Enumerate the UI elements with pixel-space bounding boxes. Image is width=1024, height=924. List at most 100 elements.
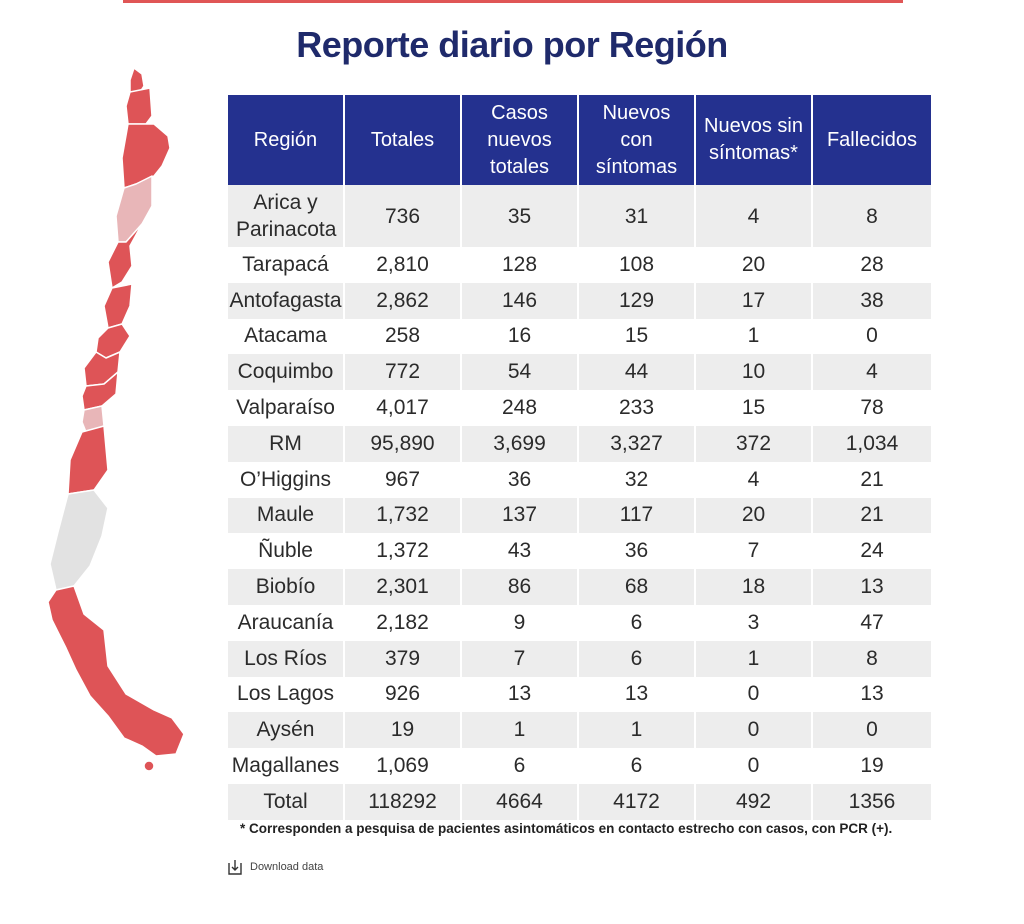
value-cell: 129	[579, 282, 696, 319]
table-row: Atacama 258 16 15 1 0	[228, 318, 931, 355]
value-cell: 248	[462, 390, 579, 426]
header-sin-sintomas-label: Nuevos sin síntomas*	[704, 115, 803, 164]
table-row: Magallanes 1,069 6 6 0 19	[228, 748, 931, 784]
region-name-cell: Los Ríos	[228, 640, 345, 677]
value-cell: 926	[345, 676, 462, 713]
table-row: Aysén 19 1 1 0 0	[228, 712, 931, 749]
header-totales: Totales	[345, 95, 462, 185]
value-cell: 6	[579, 604, 696, 641]
table-row: Tarapacá 2,810 128 108 20 28	[228, 247, 931, 283]
value-cell: 4	[696, 461, 813, 498]
region-name-cell: Coquimbo	[228, 354, 345, 391]
value-cell: 6	[462, 748, 579, 784]
value-cell: 1	[696, 318, 813, 355]
header-con-sintomas-label: Nuevos con síntomas	[595, 101, 678, 178]
value-cell: 4664	[462, 783, 579, 820]
chile-region-map	[47, 67, 185, 772]
value-cell: 24	[813, 533, 931, 570]
regional-report-table: Región Totales Casos nuevos totales Nuev…	[228, 95, 931, 820]
value-cell: 8	[813, 185, 931, 247]
value-cell: 36	[579, 533, 696, 570]
map-region-south-central	[49, 489, 109, 591]
table-row: Ñuble 1,372 43 36 7 24	[228, 533, 931, 570]
map-region-south	[47, 585, 185, 757]
map-island-dot	[143, 760, 155, 772]
value-cell: 492	[696, 783, 813, 820]
footnote: * Corresponden a pesquisa de pacientes a…	[240, 821, 893, 836]
region-name-cell: Maule	[228, 497, 345, 534]
value-cell: 95,890	[345, 425, 462, 462]
value-cell: 38	[813, 282, 931, 319]
region-name-cell: Valparaíso	[228, 390, 345, 426]
value-cell: 3,699	[462, 425, 579, 462]
value-cell: 1	[579, 712, 696, 749]
value-cell: 1	[462, 712, 579, 749]
region-name-cell: Ñuble	[228, 533, 345, 570]
value-cell: 19	[345, 712, 462, 749]
map-region-tarapaca	[125, 87, 153, 125]
value-cell: 19	[813, 748, 931, 784]
value-cell: 0	[813, 318, 931, 355]
table-row: Total 118292 4664 4172 492 1356	[228, 783, 931, 820]
download-data-link[interactable]: Download data	[228, 859, 323, 875]
value-cell: 379	[345, 640, 462, 677]
table-row: Biobío 2,301 86 68 18 13	[228, 569, 931, 605]
value-cell: 35	[462, 185, 579, 247]
page-title: Reporte diario por Región	[296, 24, 728, 65]
region-name-cell: Aysén	[228, 712, 345, 749]
value-cell: 117	[579, 497, 696, 534]
value-cell: 233	[579, 390, 696, 426]
table-row: Maule 1,732 137 117 20 21	[228, 497, 931, 534]
value-cell: 1,069	[345, 748, 462, 784]
value-cell: 15	[579, 318, 696, 355]
value-cell: 15	[696, 390, 813, 426]
download-data-label: Download data	[250, 861, 324, 873]
value-cell: 0	[696, 676, 813, 713]
value-cell: 3	[696, 604, 813, 641]
region-name-cell: Tarapacá	[228, 247, 345, 283]
value-cell: 36	[462, 461, 579, 498]
value-cell: 3,327	[579, 425, 696, 462]
value-cell: 118292	[345, 783, 462, 820]
value-cell: 21	[813, 461, 931, 498]
header-casos-nuevos-label: Casos nuevos totales	[487, 101, 552, 178]
value-cell: 78	[813, 390, 931, 426]
value-cell: 54	[462, 354, 579, 391]
header-region: Región	[228, 95, 345, 185]
value-cell: 10	[696, 354, 813, 391]
value-cell: 1,372	[345, 533, 462, 570]
header-sin-sintomas: Nuevos sin síntomas*	[696, 95, 813, 185]
map-region-rm	[95, 323, 131, 359]
value-cell: 68	[579, 569, 696, 605]
value-cell: 18	[696, 569, 813, 605]
value-cell: 21	[813, 497, 931, 534]
value-cell: 0	[813, 712, 931, 749]
table-body: Arica y Parinacota 736 35 31 4 8 Tarapacá 2,810…	[228, 185, 931, 820]
value-cell: 6	[579, 640, 696, 677]
region-name-cell: Biobío	[228, 569, 345, 605]
value-cell: 9	[462, 604, 579, 641]
value-cell: 13	[813, 676, 931, 713]
value-cell: 6	[579, 748, 696, 784]
download-icon	[228, 860, 242, 875]
table-row: Arica y Parinacota 736 35 31 4 8	[228, 185, 931, 247]
region-name-cell: Los Lagos	[228, 676, 345, 713]
value-cell: 1	[696, 640, 813, 677]
value-cell: 137	[462, 497, 579, 534]
map-region-maule	[81, 371, 119, 411]
value-cell: 0	[696, 748, 813, 784]
value-cell: 86	[462, 569, 579, 605]
region-name-cell: Magallanes	[228, 748, 345, 784]
region-name-cell: O’Higgins	[228, 461, 345, 498]
value-cell: 8	[813, 640, 931, 677]
value-cell: 2,862	[345, 282, 462, 319]
region-name-cell: RM	[228, 425, 345, 462]
value-cell: 13	[813, 569, 931, 605]
value-cell: 47	[813, 604, 931, 641]
map-region-coquimbo	[107, 223, 143, 289]
table-row: RM 95,890 3,699 3,327 372 1,034	[228, 425, 931, 462]
table-row: O’Higgins 967 36 32 4 21	[228, 461, 931, 498]
value-cell: 13	[462, 676, 579, 713]
value-cell: 2,301	[345, 569, 462, 605]
map-region-arica	[129, 67, 145, 93]
